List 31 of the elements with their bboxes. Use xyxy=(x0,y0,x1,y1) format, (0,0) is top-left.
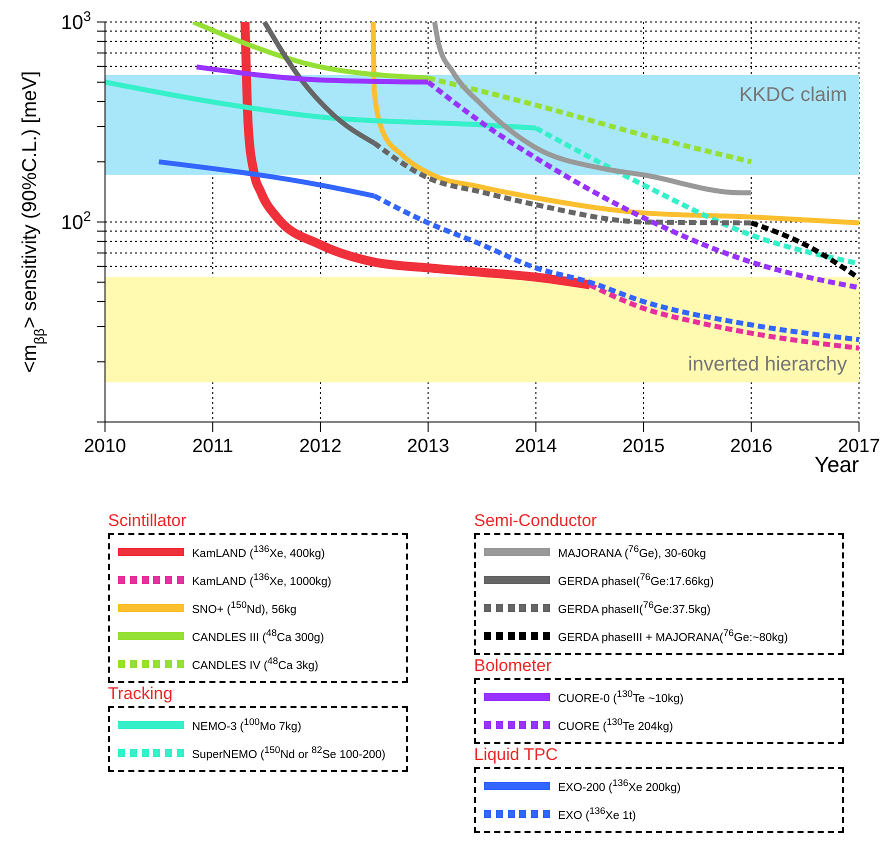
x-tick-label: 2014 xyxy=(514,436,558,457)
legend-label: CANDLES III ($^{48}$Ca 300g) xyxy=(192,628,324,644)
band-label: inverted hierarchy xyxy=(688,353,847,376)
legend-label: KamLAND ($^{136}$Xe, 1000kg) xyxy=(192,572,332,588)
x-tick-label: 2013 xyxy=(407,436,450,457)
legend-label: NEMO-3 ($^{100}$Mo 7kg) xyxy=(192,717,302,733)
y-tick-label: 10$^{2}$ xyxy=(60,208,92,234)
legend-label: EXO-200 ($^{136}$Xe 200kg) xyxy=(558,778,681,794)
legend-label: SNO+ ($^{150}$Nd), 56kg xyxy=(192,600,297,616)
x-tick-label: 2010 xyxy=(84,436,126,457)
band-label: KKDC claim xyxy=(739,84,847,106)
x-tick-label: 2016 xyxy=(730,436,772,457)
legend-label: GERDA phaseI($^{76}$Ge:17.66kg) xyxy=(558,572,714,588)
legend-label: GERDA phaseIII + MAJORANA($^{76}$Ge:~80kg) xyxy=(558,628,788,644)
text: Bolometer xyxy=(474,656,552,676)
x-tick-label: 2015 xyxy=(622,436,665,457)
legend-label: CUORE ($^{130}$Te 204kg) xyxy=(558,717,674,733)
y-tick-label: 10$^{3}$ xyxy=(60,8,92,34)
legend-label: SuperNEMO ($^{150}$Nd or $^{82}$Se 100-200) xyxy=(192,745,386,761)
text: Tracking xyxy=(108,684,174,704)
legend-label: KamLAND ($^{136}$Xe, 400kg) xyxy=(192,544,325,560)
legend-label: CANDLES IV ($^{48}$Ca 3kg) xyxy=(192,656,318,672)
legend-label: CUORE-0 ($^{130}$Te ~10kg) xyxy=(558,689,684,705)
x-tick-label: 2011 xyxy=(192,436,234,457)
text: Scintillator xyxy=(108,511,188,531)
legend-label: MAJORANA ($^{76}$Ge), 30-60kg xyxy=(558,544,706,560)
text: Semi-Conductor xyxy=(474,511,598,531)
legend-label: EXO ($^{136}$Xe 1t) xyxy=(558,806,636,822)
legend-label: GERDA phaseII($^{76}$Ge:37.5kg) xyxy=(558,600,711,616)
text: Liquid TPC xyxy=(474,745,559,765)
x-tick-label: 2012 xyxy=(299,436,342,457)
